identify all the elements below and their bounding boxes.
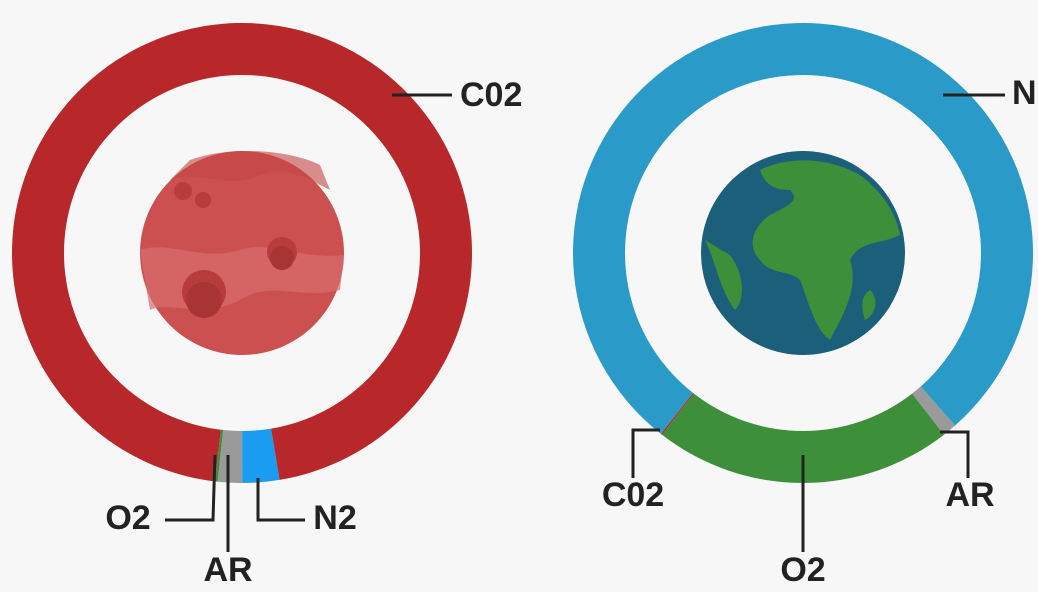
donut-segment (660, 392, 694, 435)
mars-illustration (140, 150, 344, 355)
earth-illustration (701, 151, 905, 355)
leader-line (165, 454, 217, 522)
donut-segment (662, 393, 944, 483)
leader-line (940, 430, 970, 478)
segment-label: O2 (780, 551, 825, 589)
segment-label: C02 (460, 76, 522, 114)
donut-segment (912, 386, 956, 435)
segment-label: AR (203, 551, 252, 589)
segment-label: O2 (105, 499, 150, 537)
segment-label: C02 (602, 476, 664, 514)
segment-label: AR (945, 476, 994, 514)
leader-line (631, 428, 660, 478)
donut-segment (214, 429, 224, 482)
segment-label: N2 (313, 499, 356, 537)
donut-segment (217, 429, 243, 483)
leader-line (256, 478, 305, 522)
donut-segment (242, 428, 280, 483)
segment-label: N (1012, 74, 1037, 112)
